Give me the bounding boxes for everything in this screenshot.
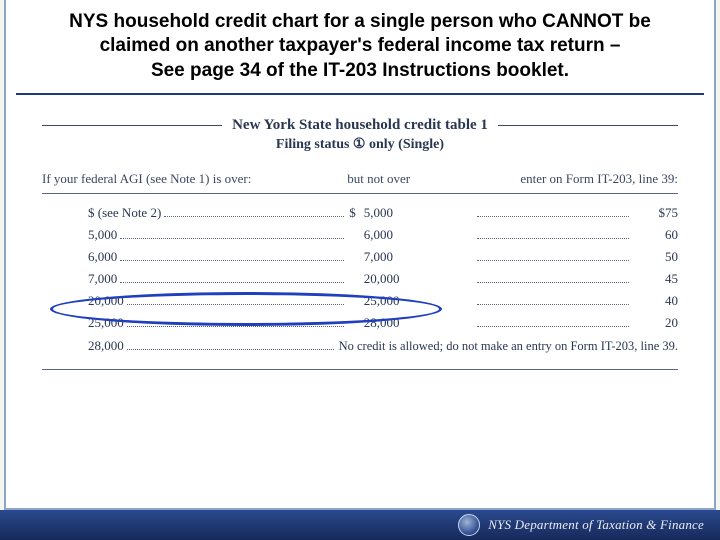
cell-notover: $25,000 [347, 290, 474, 312]
cell-credit: $75 [632, 202, 678, 224]
header-separator [42, 193, 678, 194]
column-headers: If your federal AGI (see Note 1) is over… [42, 171, 678, 187]
cell-credit-wrap: $75 [474, 202, 678, 224]
cell-notover: $5,000 [347, 202, 474, 224]
cell-agi: 25,000 [42, 312, 347, 334]
table-row: 5,000$6,000 60 [42, 224, 678, 246]
cell-notover: $28,000 [347, 312, 474, 334]
footer-bar: NYS Department of Taxation & Finance [0, 510, 720, 540]
cell-credit-wrap: 40 [474, 290, 678, 312]
table-row-last: 28,000No credit is allowed; do not make … [42, 335, 678, 357]
cell-agi: 20,000 [42, 290, 347, 312]
table-bottom-rule [42, 369, 678, 370]
slide-title: NYS household credit chart for a single … [6, 0, 714, 89]
cell-credit-wrap: 60 [474, 224, 678, 246]
cell-agi: 7,000 [42, 268, 347, 290]
cell-credit: 50 [632, 246, 678, 268]
cell-credit: 40 [632, 290, 678, 312]
slide-frame: NYS household credit chart for a single … [4, 0, 716, 510]
footer-agency: NYS Department of Taxation & Finance [488, 517, 704, 533]
table-row: 6,000$7,000 50 [42, 246, 678, 268]
cell-notover: $20,000 [347, 268, 474, 290]
col-header-agi: If your federal AGI (see Note 1) is over… [42, 171, 347, 187]
cell-credit-wrap: 20 [474, 312, 678, 334]
cell-agi: 5,000 [42, 224, 347, 246]
table-row: 20,000$25,000 40 [42, 290, 678, 312]
header-rule-right [498, 125, 678, 126]
table-body: $ (see Note 2)$5,000$755,000$6,000606,00… [42, 202, 678, 357]
table-region: New York State household credit table 1 … [6, 95, 714, 380]
cell-credit: 20 [632, 312, 678, 334]
title-line-2: claimed on another taxpayer's federal in… [24, 34, 696, 58]
cell-notover: $7,000 [347, 246, 474, 268]
table-row: 7,000$20,000 45 [42, 268, 678, 290]
cell-agi: 28,000 [42, 335, 337, 357]
table-title: New York State household credit table 1 [232, 117, 488, 134]
table-header-block: New York State household credit table 1 … [42, 117, 678, 153]
title-line-1: NYS household credit chart for a single … [24, 10, 696, 34]
nys-seal-icon [458, 514, 480, 536]
cell-notover: $6,000 [347, 224, 474, 246]
cell-credit: 45 [632, 268, 678, 290]
cell-credit-wrap: 45 [474, 268, 678, 290]
cell-agi: $ (see Note 2) [42, 202, 347, 224]
header-rule-left [42, 125, 222, 126]
table-subtitle: Filing status ① only (Single) [42, 136, 678, 153]
cell-no-credit-text: No credit is allowed; do not make an ent… [337, 336, 678, 357]
title-line-3: See page 34 of the IT-203 Instructions b… [24, 59, 696, 83]
cell-credit-wrap: 50 [474, 246, 678, 268]
col-header-credit: enter on Form IT-203, line 39: [474, 171, 678, 187]
table-row: 25,000$28,000 20 [42, 312, 678, 334]
col-header-notover: but not over [347, 171, 474, 187]
cell-credit: 60 [632, 224, 678, 246]
table-row: $ (see Note 2)$5,000 $75 [42, 202, 678, 224]
cell-agi: 6,000 [42, 246, 347, 268]
